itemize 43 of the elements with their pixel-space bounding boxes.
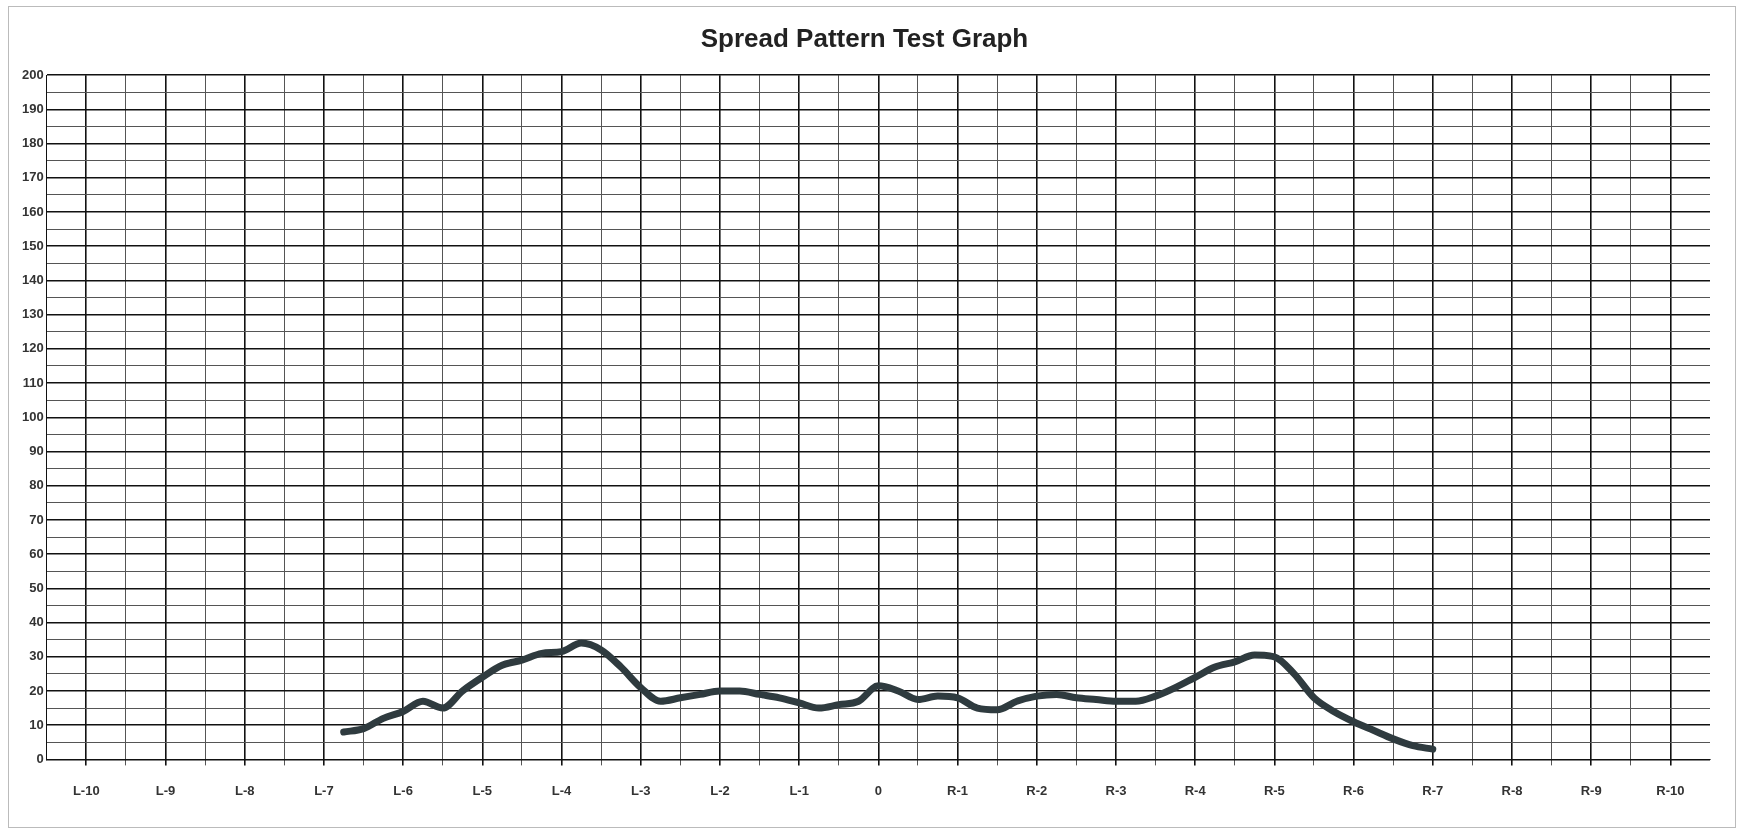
y-tick-label: 120 [21, 340, 44, 356]
x-tick-label: L-5 [472, 782, 493, 798]
chart-title: Spread Pattern Test Graph [700, 22, 1029, 53]
x-tick-label: L-7 [314, 782, 334, 798]
x-tick-label: R-1 [947, 782, 969, 798]
x-tick-label: L-3 [630, 782, 651, 798]
y-tick-label: 60 [29, 545, 44, 561]
y-tick-label: 150 [21, 237, 44, 253]
x-tick-label: L-8 [234, 782, 255, 798]
x-tick-label: L-10 [72, 782, 100, 798]
y-tick-label: 160 [21, 203, 44, 219]
x-tick-label: L-1 [789, 782, 809, 798]
y-tick-label: 20 [29, 682, 44, 698]
y-tick-label: 40 [29, 614, 44, 630]
y-tick-label: 130 [21, 306, 44, 322]
y-tick-label: 0 [36, 750, 44, 766]
x-tick-label: L-4 [551, 782, 573, 798]
x-tick-label: R-6 [1343, 782, 1365, 798]
y-tick-label: 90 [29, 443, 44, 459]
x-tick-label: R-4 [1184, 782, 1207, 798]
x-tick-label: R-8 [1501, 782, 1523, 798]
y-tick-label: 80 [29, 477, 44, 493]
x-tick-label: L-2 [710, 782, 730, 798]
x-tick-label: R-2 [1026, 782, 1048, 798]
x-tick-label: R-10 [1656, 782, 1685, 798]
x-tick-label: L-9 [155, 782, 176, 798]
y-tick-label: 180 [21, 135, 44, 151]
y-tick-label: 50 [29, 579, 44, 595]
x-tick-label: L-6 [393, 782, 413, 798]
y-tick-label: 70 [29, 511, 44, 527]
y-tick-label: 170 [21, 169, 44, 185]
x-tick-label: R-5 [1263, 782, 1285, 798]
x-tick-label: R-3 [1105, 782, 1127, 798]
x-tick-label: R-9 [1580, 782, 1602, 798]
y-tick-label: 200 [21, 66, 44, 82]
y-tick-label: 110 [22, 374, 44, 390]
y-tick-label: 140 [21, 272, 44, 288]
y-tick-label: 190 [21, 100, 44, 116]
y-tick-label: 30 [29, 648, 44, 664]
x-tick-label: 0 [874, 782, 882, 798]
y-tick-label: 10 [29, 716, 44, 732]
x-tick-label: R-7 [1422, 782, 1444, 798]
y-tick-label: 100 [21, 408, 44, 424]
